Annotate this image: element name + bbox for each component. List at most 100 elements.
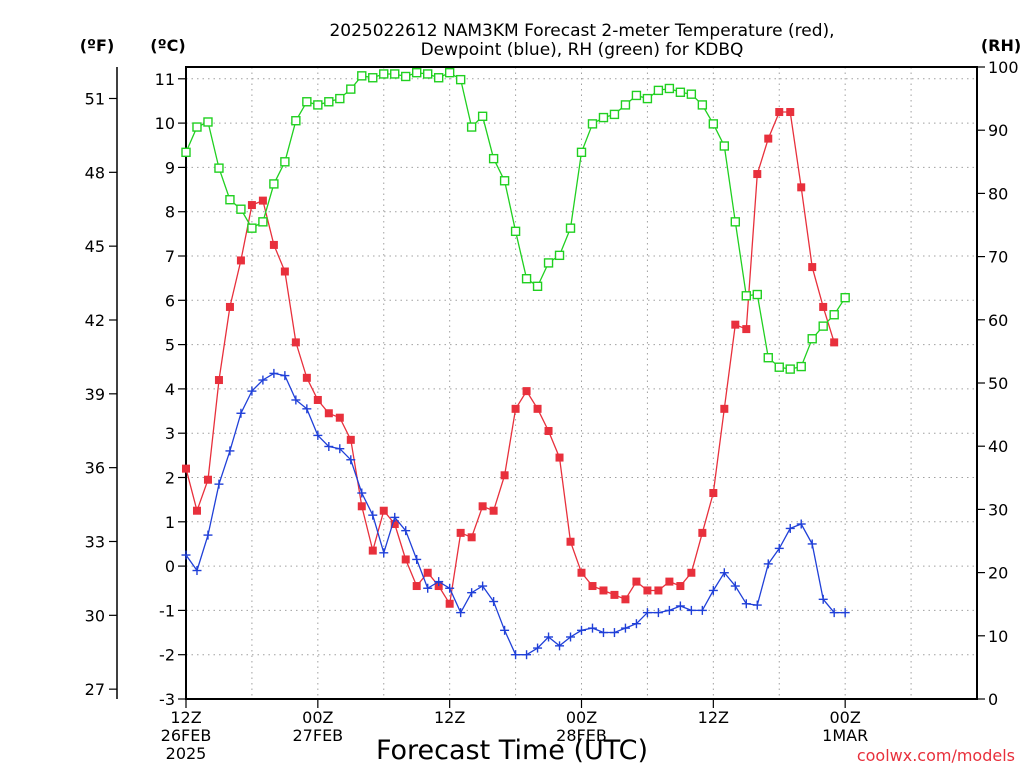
dewpoint-point [829,608,839,618]
rh-point [302,97,312,107]
rh-point [675,87,686,97]
rh-point [565,223,576,233]
temperature-point [258,196,267,205]
dewpoint-point [478,581,488,591]
dewpoint-point [423,583,433,593]
temperature-point [500,471,509,480]
rh-point [631,90,642,101]
x-tick-label: 12Z [698,708,729,727]
rh-tick-label: 0 [988,690,998,709]
x-tick-label: 00Z [302,708,333,727]
rh-point [422,69,433,79]
dewpoint-point [456,608,466,618]
x-tick-label: 28FEB [556,726,607,745]
temperature-point [632,577,641,586]
rh-point [708,119,719,129]
temperature-point [753,170,762,179]
temperature-point [654,586,663,595]
temperature-point [665,577,674,586]
x-tick-label: 12Z [170,708,201,727]
rh-point [510,226,521,237]
rh-point [192,122,202,132]
temperature-point [533,404,542,413]
temperature-point [808,263,817,272]
dewpoint-point [522,650,532,660]
rh-tick-label: 10 [988,627,1008,646]
rh-point [225,195,235,205]
celsius-tick-label: -1 [159,601,175,620]
rh-tick-label: 30 [988,500,1008,519]
temperature-point [610,590,619,599]
temperature-point [709,489,718,498]
temperature-point [335,413,344,422]
rh-tick-label: 100 [988,58,1019,77]
dewpoint-point [774,543,784,553]
temperature-point [192,506,201,515]
rh-point [818,321,828,331]
rh-point [829,310,839,320]
temperature-point [182,464,190,473]
dewpoint-point [379,548,389,558]
temperature-point [731,320,740,329]
rh-point [181,147,191,158]
dewpoint-point [313,430,323,440]
rh-unit-label: (RH) [981,36,1021,55]
fahrenheit-tick-label: 39 [85,385,105,404]
rh-point [444,67,455,78]
fahrenheit-unit-label: (ºF) [80,36,115,55]
temperature-point [478,502,487,511]
temperature-point [247,201,256,210]
dewpoint-point [544,632,554,642]
dewpoint-point [214,479,224,489]
celsius-tick-label: -3 [159,690,175,709]
rh-point [412,67,422,78]
dewpoint-point [653,608,663,618]
dewpoint-point [445,583,455,593]
x-tick-label: 27FEB [293,726,344,745]
rh-tick-label: 60 [988,311,1008,330]
dewpoint-point [291,395,301,405]
rh-tick-label: 50 [988,374,1008,393]
rh-point [664,83,675,94]
dewpoint-point [719,568,729,578]
dewpoint-point [258,375,268,385]
dewpoint-point [598,628,608,638]
rh-point [587,119,598,129]
rh-point [763,353,773,363]
temperature-point [643,586,652,595]
dewpoint-point [324,441,334,451]
dewpoint-point [631,619,641,629]
dewpoint-point [511,650,521,660]
rh-point [796,361,806,372]
fahrenheit-tick-label: 27 [85,680,105,699]
dewpoint-point [555,641,565,651]
rh-point [368,73,378,83]
fahrenheit-tick-label: 42 [85,311,105,330]
rh-point [554,250,565,261]
temperature-point [489,506,498,515]
celsius-tick-label: 0 [165,557,175,576]
rh-point [620,100,631,110]
dewpoint-point [346,455,356,465]
x-tick-label: 1MAR [822,726,868,745]
rh-tick-label: 70 [988,248,1008,267]
temperature-point [764,134,773,143]
rh-point [785,364,795,374]
rh-point [236,204,246,214]
celsius-tick-label: 11 [155,70,175,89]
temperature-point [467,533,476,542]
temperature-point [280,267,289,276]
chart-title-line2: Dewpoint (blue), RH (green) for KDBQ [421,40,744,60]
temperature-point [236,256,245,265]
fahrenheit-tick-label: 30 [85,606,105,625]
temperature-point [599,586,608,595]
dewpoint-point [818,594,828,604]
temperature-point [225,302,234,311]
dewpoint-point [642,608,652,618]
rh-point [741,291,751,301]
rh-point [477,111,488,121]
dewpoint-point [434,577,444,587]
chart-title-line1: 2025022612 NAM3KM Forecast 2-meter Tempe… [329,21,834,41]
dewpoint-point [752,600,762,610]
celsius-tick-label: 4 [165,380,175,399]
